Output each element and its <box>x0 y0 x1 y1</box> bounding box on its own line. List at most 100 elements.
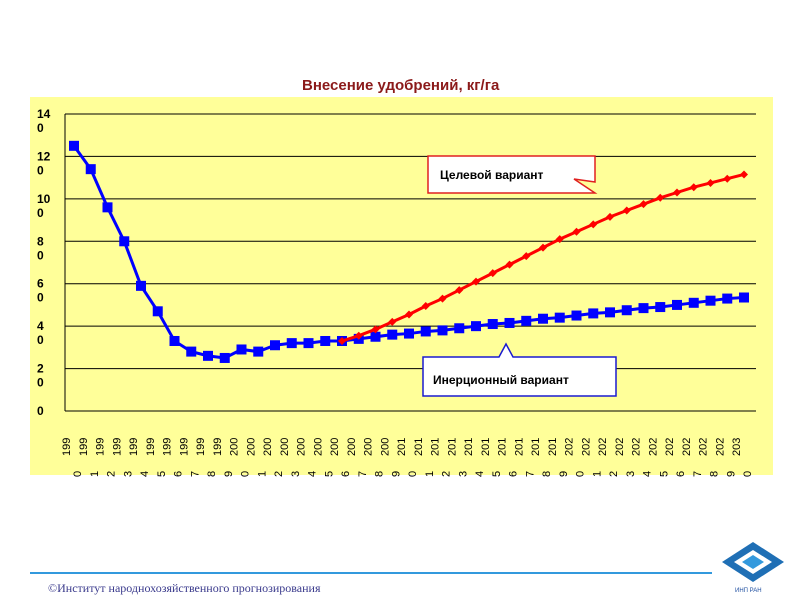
x-tick-label-1992: 1992 <box>95 438 118 477</box>
footer-copyright: ©Институт народнохозяйственного прогнози… <box>48 581 321 595</box>
x-tick-label-2030: 2030 <box>731 438 754 477</box>
target-point-2024 <box>639 200 648 209</box>
inertial-point-1993 <box>119 236 130 247</box>
x-tick-label-2024: 2024 <box>631 438 654 477</box>
x-tick-label-2009: 2009 <box>379 438 402 477</box>
inertial-point-2016 <box>504 317 515 328</box>
x-tick-label-1998: 1998 <box>195 438 218 477</box>
target-point-2020 <box>572 227 581 236</box>
inertial-point-1998 <box>203 350 213 361</box>
target-point-2013 <box>455 286 464 295</box>
inertial-point-1992 <box>102 202 113 213</box>
inertial-point-2018 <box>538 313 548 324</box>
x-tick-label-2002: 2002 <box>262 438 285 477</box>
inertial-point-2010 <box>404 328 414 339</box>
inertial-point-2027 <box>688 297 699 308</box>
inertial-point-1997 <box>186 346 197 357</box>
grid-lines <box>64 113 756 412</box>
inertial-point-2021 <box>588 308 599 319</box>
x-tick-label-2018: 2018 <box>530 438 553 477</box>
callout-target-label: Целевой вариант <box>440 168 544 182</box>
callout-inertial: Инерционный вариант <box>422 342 617 397</box>
x-tick-label-2021: 2021 <box>580 438 603 477</box>
x-tick-label-2012: 2012 <box>430 438 453 477</box>
target-point-2010 <box>405 310 413 319</box>
target-point-2019 <box>555 235 564 244</box>
inertial-point-2005 <box>320 335 331 346</box>
x-tick-label-1994: 1994 <box>128 438 151 477</box>
x-tick-label-2003: 2003 <box>279 438 302 477</box>
inertial-point-2002 <box>270 340 280 351</box>
target-point-2027 <box>689 183 698 192</box>
inertial-point-2019 <box>554 312 565 323</box>
y-tick-label-120: 12 0 <box>37 149 51 177</box>
x-tick-label-2014: 2014 <box>463 438 486 477</box>
x-tick-label-2001: 2001 <box>245 438 268 477</box>
inertial-point-1994 <box>136 280 146 291</box>
inertial-point-2022 <box>605 307 615 318</box>
x-tick-label-2020: 2020 <box>564 438 587 477</box>
inertial-point-2026 <box>672 299 682 310</box>
target-point-2018 <box>539 243 547 252</box>
inertial-point-2029 <box>722 293 733 304</box>
inertial-point-2012 <box>437 325 448 336</box>
target-point-2025 <box>656 193 665 202</box>
x-tick-label-1991: 1991 <box>78 438 101 477</box>
inertial-point-2024 <box>638 303 649 314</box>
chart-background <box>30 97 773 475</box>
x-tick-label-1997: 1997 <box>178 438 201 477</box>
target-point-2022 <box>606 212 614 221</box>
target-point-2030 <box>740 170 748 179</box>
x-tick-label-2008: 2008 <box>363 438 386 477</box>
inertial-point-1996 <box>169 335 180 346</box>
inertial-point-2014 <box>471 321 481 332</box>
x-tick-label-2004: 2004 <box>296 438 319 477</box>
x-tick-label-2016: 2016 <box>497 438 520 477</box>
logo-diamond-core <box>742 555 764 569</box>
x-tick-label-2029: 2029 <box>714 438 737 477</box>
inertial-point-2017 <box>521 315 532 326</box>
x-tick-label-2028: 2028 <box>698 438 721 477</box>
x-tick-label-2025: 2025 <box>647 438 670 477</box>
x-tick-label-2000: 2000 <box>229 438 252 477</box>
x-tick-label-1999: 1999 <box>212 438 235 477</box>
inertial-point-2020 <box>571 310 582 321</box>
inertial-point-2030 <box>739 292 749 303</box>
x-tick-label-2013: 2013 <box>446 438 469 477</box>
x-tick-label-2007: 2007 <box>346 438 369 477</box>
y-tick-label-0: 0 <box>37 404 44 418</box>
x-tick-label-2015: 2015 <box>480 438 503 477</box>
x-tick-label-1996: 1996 <box>162 438 185 477</box>
inertial-point-2023 <box>621 305 632 316</box>
inertial-point-2011 <box>420 326 431 337</box>
target-point-2029 <box>723 174 732 183</box>
x-tick-label-1995: 1995 <box>145 438 168 477</box>
x-tick-label-1990: 1990 <box>61 438 84 477</box>
x-axis-ticks: 1990199119921993199419951996199719981999… <box>61 438 754 477</box>
x-tick-label-2006: 2006 <box>329 438 352 477</box>
target-point-2009 <box>388 317 397 326</box>
inertial-point-2003 <box>286 338 297 349</box>
inertial-point-2013 <box>454 323 465 334</box>
institute-logo <box>722 542 784 582</box>
logo-caption: ИНП РАН <box>735 588 762 594</box>
target-point-2016 <box>505 260 514 269</box>
inertial-point-2008 <box>370 331 381 342</box>
x-tick-label-1993: 1993 <box>111 438 134 477</box>
inertial-point-1999 <box>219 352 230 363</box>
target-point-2007 <box>354 331 363 340</box>
footer-divider <box>30 572 712 574</box>
inertial-point-2000 <box>236 344 247 355</box>
target-point-2011 <box>421 301 430 310</box>
callout-inertial-box <box>422 342 617 397</box>
callout-target: Целевой вариант <box>427 155 598 194</box>
callout-inertial-label: Инерционный вариант <box>433 373 569 387</box>
y-axis-ticks: 14 0 12 0 10 0 8 0 6 0 4 0 2 0 0 <box>37 107 51 418</box>
inertial-point-2015 <box>487 319 498 330</box>
target-point-2017 <box>522 252 531 261</box>
callout-target-box <box>427 155 598 194</box>
y-tick-label-100: 10 0 <box>37 192 51 220</box>
